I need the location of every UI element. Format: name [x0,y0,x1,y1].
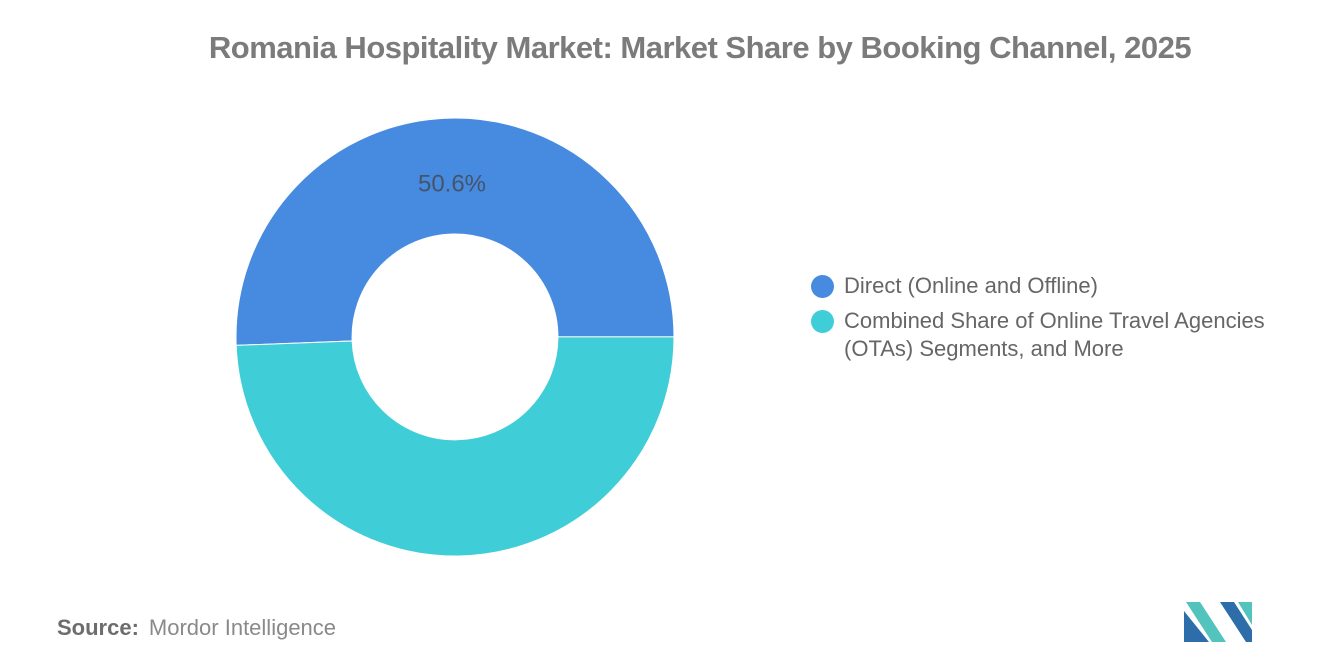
legend-item-direct[interactable]: Direct (Online and Offline) [811,272,1276,300]
logo-right-triangle [1238,602,1252,625]
logo-left-band [1186,602,1226,642]
legend-swatch-direct [811,275,834,298]
legend-swatch-ota [811,310,834,333]
source-line: Source: Mordor Intelligence [57,615,336,641]
slice-label-0: 50.6% [418,171,486,198]
donut-slice-0[interactable] [235,117,675,346]
donut-slice-1[interactable] [235,336,675,557]
legend-label-ota: Combined Share of Online Travel Agencies… [844,308,1265,361]
legend-item-ota[interactable]: Combined Share of Online Travel Agencies… [811,307,1276,363]
source-text: Mordor Intelligence [148,615,337,640]
legend: Direct (Online and Offline) Combined Sha… [811,272,1276,370]
source-label: Source: [57,615,139,640]
logo-right-band [1220,602,1252,642]
donut-chart: 50.6% [235,117,675,557]
chart-title: Romania Hospitality Market: Market Share… [208,30,1192,65]
mordor-intelligence-logo [1184,602,1252,642]
logo-left-triangle [1184,611,1209,642]
legend-label-direct: Direct (Online and Offline) [844,273,1098,298]
